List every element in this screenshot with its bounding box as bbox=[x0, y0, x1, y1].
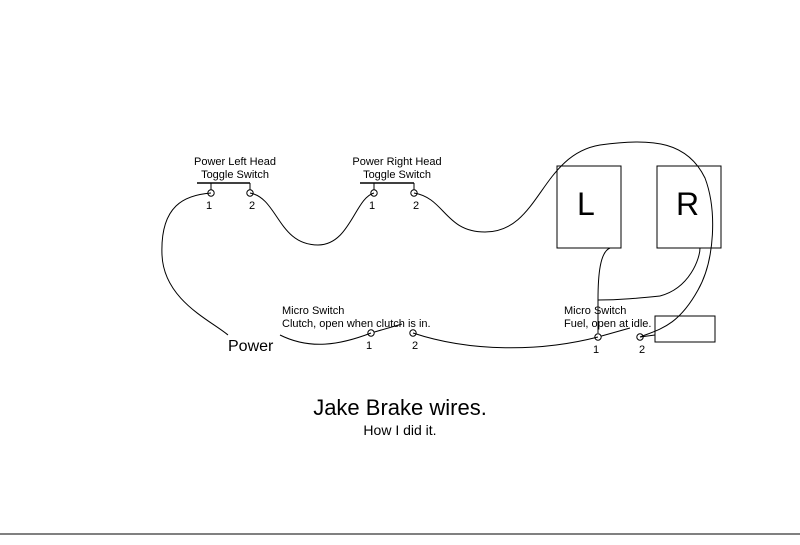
fuel-t2-num: 2 bbox=[639, 344, 645, 356]
right-toggle-label: Power Right Head Toggle Switch bbox=[332, 156, 462, 181]
diagram-stage: Power Left Head Toggle Switch Power Righ… bbox=[0, 0, 800, 545]
power-label: Power bbox=[228, 338, 273, 356]
wire-split-to-R bbox=[660, 248, 700, 296]
right-toggle-t2-num: 2 bbox=[413, 200, 419, 212]
box-R-label: R bbox=[676, 186, 699, 223]
wire-left2-to-right1 bbox=[250, 193, 374, 245]
fuel-switch-label: Micro Switch Fuel, open at idle. bbox=[564, 305, 704, 330]
left-toggle-t2-num: 2 bbox=[249, 200, 255, 212]
box-L-label: L bbox=[577, 186, 595, 223]
wire-split-to-L bbox=[598, 248, 610, 300]
diagram-subtitle: How I did it. bbox=[0, 422, 800, 438]
wire-clutch2-to-fuel1 bbox=[413, 333, 598, 348]
diagram-title: Jake Brake wires. bbox=[0, 395, 800, 421]
wire-into-clutch1 bbox=[280, 333, 371, 344]
right-toggle-t1-num: 1 bbox=[369, 200, 375, 212]
clutch-t1-num: 1 bbox=[366, 340, 372, 352]
left-toggle-label: Power Left Head Toggle Switch bbox=[175, 156, 295, 181]
left-toggle-t1-num: 1 bbox=[206, 200, 212, 212]
clutch-switch-label: Micro Switch Clutch, open when clutch is… bbox=[282, 305, 482, 330]
clutch-t2-num: 2 bbox=[412, 340, 418, 352]
fuel-t1-num: 1 bbox=[593, 344, 599, 356]
wiring-svg bbox=[0, 0, 800, 545]
wire-power-to-left1 bbox=[162, 193, 228, 335]
wire-horiz-split bbox=[598, 296, 660, 300]
